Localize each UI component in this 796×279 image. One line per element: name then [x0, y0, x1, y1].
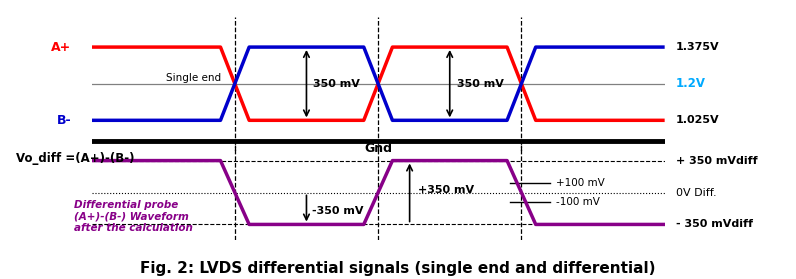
Text: -100 mV: -100 mV — [556, 197, 599, 207]
Text: Differential probe
(A+)-(B-) Waveform
after the calculation: Differential probe (A+)-(B-) Waveform af… — [74, 200, 193, 233]
Text: 1.025V: 1.025V — [676, 115, 720, 125]
Text: +100 mV: +100 mV — [556, 178, 604, 188]
Text: 1.2V: 1.2V — [676, 77, 706, 90]
Text: -350 mV: -350 mV — [312, 206, 364, 216]
Text: B-: B- — [57, 114, 72, 127]
Text: + 350 mVdiff: + 350 mVdiff — [676, 156, 758, 165]
Text: 350 mV: 350 mV — [314, 79, 361, 89]
Text: Fig. 2: LVDS differential signals (single end and differential): Fig. 2: LVDS differential signals (singl… — [140, 261, 656, 276]
Text: Single end: Single end — [166, 73, 221, 83]
Text: Gnd: Gnd — [364, 142, 392, 155]
Text: - 350 mVdiff: - 350 mVdiff — [676, 220, 753, 229]
Text: +350 mV: +350 mV — [418, 185, 474, 195]
Text: 0V Diff.: 0V Diff. — [676, 187, 716, 198]
Text: A+: A+ — [51, 40, 72, 54]
Text: 1.375V: 1.375V — [676, 42, 720, 52]
Text: Vo_diff =(A+)-(B-): Vo_diff =(A+)-(B-) — [16, 152, 135, 165]
Text: 350 mV: 350 mV — [457, 79, 504, 89]
